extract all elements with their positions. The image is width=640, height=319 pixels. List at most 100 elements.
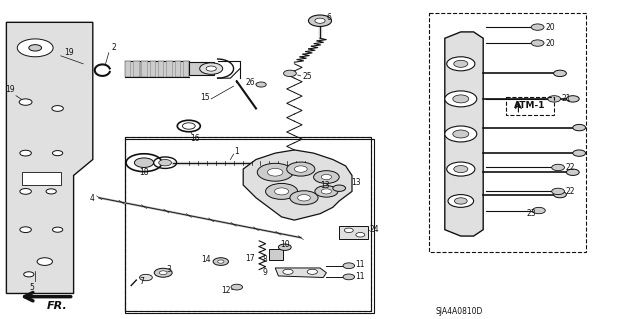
Circle shape — [554, 191, 566, 198]
Text: 11: 11 — [355, 260, 365, 269]
Circle shape — [257, 163, 293, 181]
Polygon shape — [243, 150, 352, 220]
Text: 7: 7 — [140, 277, 145, 286]
Circle shape — [454, 166, 468, 173]
Text: 22: 22 — [566, 187, 575, 196]
Circle shape — [445, 91, 477, 107]
Bar — [150, 61, 156, 77]
Circle shape — [314, 171, 339, 183]
Polygon shape — [445, 32, 483, 236]
Text: 10: 10 — [280, 240, 290, 249]
Bar — [429, 13, 586, 252]
Circle shape — [356, 233, 365, 237]
Circle shape — [19, 99, 32, 105]
Text: 17: 17 — [245, 254, 255, 263]
Circle shape — [308, 15, 332, 26]
Text: FR.: FR. — [47, 301, 68, 311]
Circle shape — [531, 24, 544, 30]
Circle shape — [454, 198, 467, 204]
Circle shape — [52, 106, 63, 111]
Circle shape — [275, 188, 289, 195]
Circle shape — [321, 174, 332, 180]
Text: 20: 20 — [545, 39, 555, 48]
Bar — [158, 61, 164, 77]
Text: 20: 20 — [545, 23, 555, 32]
Text: 26: 26 — [245, 78, 255, 87]
Circle shape — [52, 227, 63, 232]
Bar — [269, 249, 283, 260]
Bar — [175, 61, 181, 77]
Bar — [183, 61, 189, 77]
Circle shape — [290, 191, 318, 205]
Circle shape — [17, 39, 53, 57]
Circle shape — [29, 45, 42, 51]
Circle shape — [213, 258, 228, 265]
Bar — [339, 226, 368, 239]
Circle shape — [231, 284, 243, 290]
Circle shape — [283, 269, 293, 274]
Circle shape — [37, 258, 52, 265]
Circle shape — [448, 195, 474, 207]
Text: 5: 5 — [29, 283, 35, 292]
Circle shape — [298, 195, 310, 201]
Text: 19: 19 — [64, 48, 74, 57]
Text: ATM-1: ATM-1 — [514, 101, 546, 110]
Circle shape — [315, 18, 325, 23]
Text: 6: 6 — [326, 13, 332, 22]
Circle shape — [284, 70, 296, 77]
Text: 12: 12 — [221, 286, 230, 295]
Circle shape — [447, 162, 475, 176]
Circle shape — [454, 60, 468, 67]
Bar — [166, 61, 173, 77]
Text: 4: 4 — [90, 194, 95, 203]
Bar — [125, 137, 371, 311]
Circle shape — [554, 70, 566, 77]
Text: 24: 24 — [370, 225, 380, 234]
Circle shape — [20, 227, 31, 233]
Text: 23: 23 — [526, 209, 536, 218]
Circle shape — [573, 124, 586, 131]
Text: 9: 9 — [262, 268, 268, 277]
Circle shape — [287, 162, 315, 176]
Circle shape — [343, 263, 355, 269]
Circle shape — [140, 274, 152, 281]
Text: 3: 3 — [166, 265, 172, 274]
Circle shape — [24, 272, 34, 277]
Bar — [125, 61, 131, 77]
Circle shape — [548, 96, 561, 102]
Circle shape — [154, 268, 172, 277]
Circle shape — [218, 260, 224, 263]
Circle shape — [566, 96, 579, 102]
Bar — [125, 137, 371, 311]
Circle shape — [321, 189, 332, 194]
Circle shape — [566, 169, 579, 175]
Circle shape — [552, 164, 564, 171]
Bar — [133, 61, 140, 77]
Polygon shape — [275, 268, 326, 278]
Text: 22: 22 — [566, 163, 575, 172]
Circle shape — [315, 186, 338, 197]
Circle shape — [344, 228, 353, 233]
Circle shape — [447, 57, 475, 71]
Circle shape — [268, 168, 283, 176]
Text: SJA4A0810D: SJA4A0810D — [435, 307, 483, 315]
Circle shape — [134, 158, 154, 167]
Circle shape — [206, 66, 216, 71]
Text: 18: 18 — [140, 168, 148, 177]
Circle shape — [20, 150, 31, 156]
Circle shape — [573, 150, 586, 156]
Text: 15: 15 — [200, 93, 210, 102]
Circle shape — [52, 151, 63, 156]
Circle shape — [266, 183, 298, 199]
Text: 13: 13 — [351, 178, 360, 187]
Text: 1: 1 — [234, 147, 239, 156]
Circle shape — [256, 82, 266, 87]
Bar — [125, 139, 374, 313]
Text: 14: 14 — [202, 256, 211, 264]
Circle shape — [445, 126, 477, 142]
Text: 13: 13 — [320, 181, 330, 189]
Circle shape — [531, 40, 544, 46]
Text: 19: 19 — [5, 85, 15, 94]
Text: 2: 2 — [112, 43, 116, 52]
Polygon shape — [6, 22, 93, 293]
